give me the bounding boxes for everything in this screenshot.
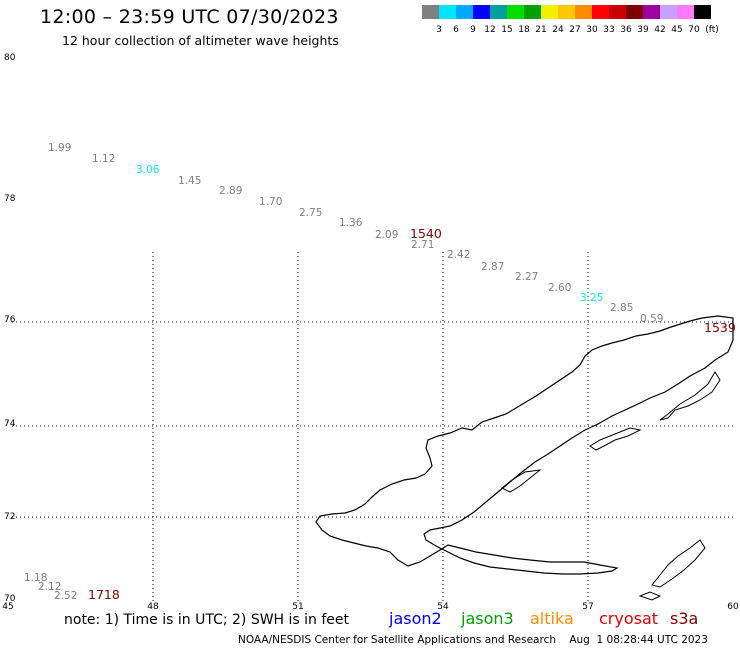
color-swatch: [592, 5, 609, 19]
wave-height-value: 2.60: [548, 282, 571, 294]
color-swatch: [660, 5, 677, 19]
color-swatch: [575, 5, 592, 19]
mission-label-altika: altika: [530, 609, 574, 628]
color-swatch: [524, 5, 541, 19]
wave-height-value: 1.18: [24, 572, 47, 584]
color-scale-label: 45: [671, 25, 683, 35]
color-swatch: [422, 5, 439, 19]
color-swatch: [507, 5, 524, 19]
color-swatch: [626, 5, 643, 19]
longitude-label: 48: [147, 602, 159, 612]
pass-time-label: 1540: [410, 226, 442, 241]
wave-height-value: 1.70: [259, 196, 282, 208]
mission-label-jason2: jason2: [389, 609, 442, 628]
wave-height-value: 2.12: [38, 581, 61, 593]
color-swatch: [439, 5, 456, 19]
map-title: 12:00 – 23:59 UTC 07/30/2023: [40, 6, 339, 28]
pass-time-label: 1718: [88, 587, 120, 602]
wave-height-value: 1.12: [92, 153, 115, 165]
latitude-label: 72: [4, 512, 15, 522]
longitude-label: 51: [292, 602, 303, 612]
color-swatch: [541, 5, 558, 19]
latitude-label: 80: [4, 53, 16, 63]
color-scale-label: 18: [518, 25, 530, 35]
note-text: note: 1) Time is in UTC; 2) SWH is in fe…: [64, 612, 350, 628]
coastline: [659, 371, 721, 421]
longitude-label: 57: [582, 602, 593, 612]
latitude-label: 76: [4, 315, 16, 325]
color-scale-label: 36: [620, 25, 632, 35]
color-scale-label: 15: [501, 25, 513, 35]
color-scale-unit: (ft): [705, 25, 719, 35]
wave-height-value: 2.42: [447, 249, 470, 261]
color-scale-label: 27: [569, 25, 581, 35]
mission-label-jason3: jason3: [461, 609, 514, 628]
color-scale-label: 24: [552, 25, 564, 35]
mission-label-cryosat: cryosat: [599, 609, 659, 628]
coastline: [638, 591, 662, 601]
wave-height-value: 2.71: [411, 239, 434, 251]
color-swatch: [677, 5, 694, 19]
color-scale-label: 70: [688, 25, 700, 35]
color-scale-label: 30: [586, 25, 598, 35]
longitude-label: 60: [727, 602, 739, 612]
wave-height-value: 1.99: [48, 142, 71, 154]
wave-height-value: 2.89: [219, 185, 242, 197]
wave-height-value: 2.27: [515, 271, 538, 283]
wave-height-value: 2.09: [375, 229, 398, 241]
longitude-label: 54: [437, 602, 449, 612]
map-subtitle: 12 hour collection of altimeter wave hei…: [62, 33, 339, 48]
latitude-label: 74: [4, 419, 16, 429]
wave-height-value: 2.85: [610, 302, 633, 314]
wave-height-value: 0.59: [640, 313, 663, 325]
footer-credit: NOAA/NESDIS Center for Satellite Applica…: [238, 634, 708, 646]
coastline: [315, 315, 734, 575]
latitude-label: 78: [4, 194, 16, 204]
wave-height-value: 2.75: [299, 207, 322, 219]
color-scale-label: 42: [654, 25, 666, 35]
color-scale-label: 21: [535, 25, 547, 35]
color-scale-label: 12: [484, 25, 496, 35]
wave-height-value: 3.06: [136, 164, 160, 176]
color-swatch: [490, 5, 507, 19]
wave-height-value: 2.87: [481, 261, 504, 273]
mission-label-s3a: s3a: [670, 609, 699, 628]
coastline: [651, 539, 706, 588]
color-swatch: [609, 5, 626, 19]
coastline: [589, 427, 642, 451]
longitude-label: 45: [2, 602, 13, 612]
color-scale-label: 33: [603, 25, 615, 35]
pass-time-label: 1539: [704, 320, 736, 335]
coastline: [501, 469, 542, 493]
color-scale-label: 3: [436, 25, 442, 35]
wave-height-value: 3.25: [580, 292, 603, 304]
color-swatch: [473, 5, 490, 19]
color-swatch: [643, 5, 660, 19]
color-swatch: [558, 5, 575, 19]
wave-height-value: 1.36: [339, 217, 363, 229]
color-swatch: [456, 5, 473, 19]
latitude-label: 70: [4, 594, 16, 604]
color-swatch: [694, 5, 711, 19]
color-scale-label: 39: [637, 25, 649, 35]
wave-height-value: 1.45: [178, 175, 201, 187]
color-scale-label: 6: [453, 25, 459, 35]
wave-height-value: 2.52: [54, 590, 77, 602]
color-scale-label: 9: [470, 25, 476, 35]
